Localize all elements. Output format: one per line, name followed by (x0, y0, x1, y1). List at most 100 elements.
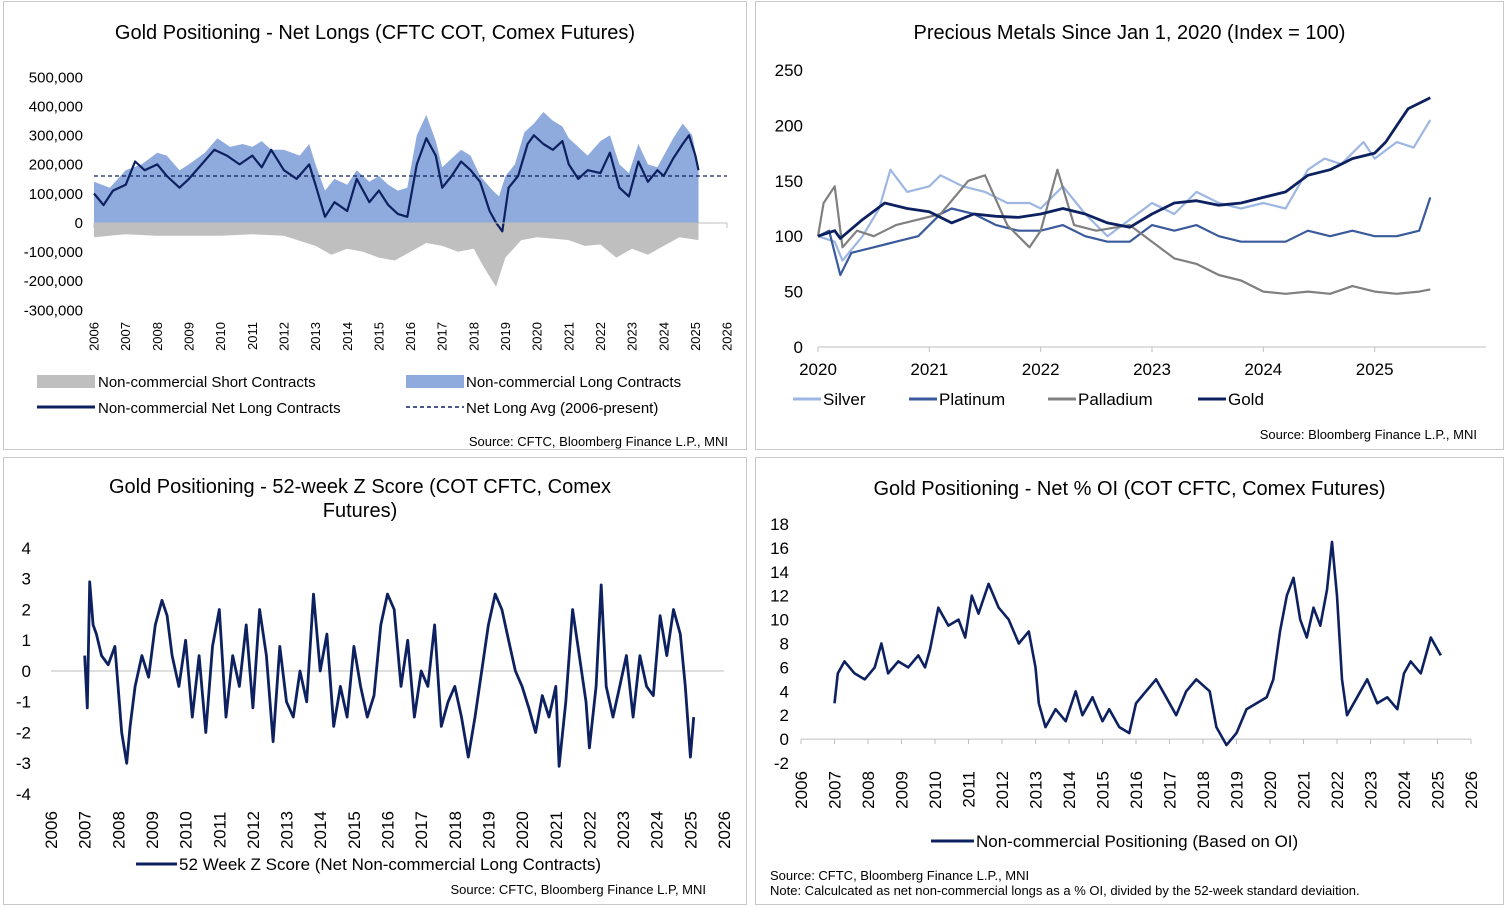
legend-label-platinum: Platinum (939, 390, 1005, 409)
panel-net-longs: Gold Positioning - Net Longs (CFTC COT, … (3, 1, 747, 450)
panel-zscore: Gold Positioning - 52-week Z Score (COT … (3, 457, 747, 905)
net-longs-ytick-label: 100,000 (29, 186, 83, 203)
precious-metals-ytick-label: 0 (794, 338, 803, 357)
zscore-chart: -4 -3 -2 -1 0 1 2 3 4 2006 2007 2008 2009 2010 2011 201… (16, 539, 734, 874)
net-pct-oi-xtick-label: 2010 (926, 771, 945, 809)
net-pct-oi-chart: 2006 2007 2008 2009 2010 2011 2012 2013 2014 2015… (770, 515, 1481, 851)
legend-label-avg: Net Long Avg (2006-present) (466, 400, 658, 417)
net-pct-oi-xtick-label: 2006 (792, 771, 811, 809)
zscore-xtick-label: 2023 (614, 811, 633, 849)
zscore-xtick-label: 2018 (446, 811, 465, 849)
zscore-xtick-label: 2006 (42, 811, 61, 849)
net-pct-oi-ytick-label: 12 (770, 587, 789, 606)
net-pct-oi-xtick-label: 2021 (1295, 771, 1314, 809)
zscore-xtick-label: 2024 (648, 811, 667, 849)
net-longs-xtick-label: 2006 (87, 322, 102, 351)
zscore-xtick-label: 2015 (345, 811, 364, 849)
net-longs-xtick-label: 2009 (182, 322, 197, 351)
precious-metals-ytick-label: 150 (775, 172, 803, 191)
short-contracts-area (94, 222, 699, 287)
zscore-xtick-label: 2025 (681, 811, 700, 849)
legend-swatch-long (406, 375, 464, 388)
net-longs-xtick-label: 2015 (371, 322, 386, 351)
net-pct-oi-source: Source: CFTC, Bloomberg Finance L.P., MN… (770, 868, 1030, 883)
zscore-xtick-label: 2012 (244, 811, 263, 849)
zscore-ytick-label: -1 (16, 693, 31, 712)
platinum-line (817, 197, 1432, 277)
legend-label-zscore: 52 Week Z Score (Net Non-commercial Long… (179, 855, 601, 874)
net-pct-oi-xtick-label: 2014 (1060, 771, 1079, 809)
net-pct-oi-ytick-label: 16 (770, 539, 789, 558)
net-pct-oi-xtick-label: 2024 (1395, 771, 1414, 809)
net-longs-chart: -300,000 -200,000 -100,000 0 100,000 200,000 3… (24, 69, 735, 417)
net-longs-xtick-label: 2014 (340, 322, 355, 351)
zscore-ytick-label: -2 (16, 723, 31, 742)
zscore-title-line-2: Futures) (322, 500, 398, 522)
net-longs-ytick-label: 0 (75, 215, 83, 232)
net-pct-oi-ytick-label: 14 (770, 563, 789, 582)
zscore-ytick-label: -3 (16, 754, 31, 773)
net-pct-oi-ytick-label: 6 (780, 658, 789, 677)
zscore-xtick-label: 2021 (547, 811, 566, 849)
precious-metals-chart: 0 50 100 150 200 250 2020 2021 2022 2023 2024 2025 S… (775, 61, 1486, 409)
zscore-xtick-label: 2022 (580, 811, 599, 849)
net-long-line (93, 134, 700, 233)
net-longs-xtick-label: 2026 (720, 322, 735, 351)
palladium-line (816, 168, 1431, 295)
zscore-xtick-label: 2013 (278, 811, 297, 849)
zscore-xtick-label: 2010 (177, 811, 196, 849)
net-pct-oi-xtick-label: 2023 (1362, 771, 1381, 809)
zscore-ytick-label: 0 (22, 662, 31, 681)
precious-metals-xtick-label: 2022 (1022, 360, 1060, 379)
net-longs-ytick-label: 500,000 (29, 69, 83, 86)
net-longs-xtick-label: 2017 (435, 322, 450, 351)
net-pct-oi-ytick-label: -2 (774, 754, 789, 773)
net-longs-ytick-label: -300,000 (24, 302, 83, 319)
zscore-xtick-label: 2014 (311, 811, 330, 849)
net-pct-oi-line (833, 540, 1442, 747)
net-longs-ytick-label: -200,000 (24, 273, 83, 290)
net-pct-oi-ytick-label: 18 (770, 515, 789, 534)
precious-metals-ytick-label: 100 (775, 227, 803, 246)
net-longs-title: Gold Positioning - Net Longs (CFTC COT, … (114, 22, 636, 44)
zscore-xtick-label: 2011 (210, 812, 229, 849)
net-pct-oi-xtick-label: 2009 (893, 771, 912, 809)
precious-metals-xtick-label: 2020 (799, 360, 837, 379)
zscore-ytick-label: 2 (22, 600, 31, 619)
net-longs-ytick-label: 300,000 (29, 128, 83, 145)
net-pct-oi-ytick-label: 4 (780, 682, 789, 701)
precious-metals-ytick-label: 250 (775, 61, 803, 80)
net-longs-xtick-label: 2016 (403, 322, 418, 351)
zscore-ytick-label: 1 (22, 631, 31, 650)
legend-label-net-pct-oi: Non-commercial Positioning (Based on OI) (976, 832, 1298, 851)
precious-metals-xtick-label: 2025 (1356, 360, 1394, 379)
zscore-xtick-label: 2009 (143, 811, 162, 849)
legend-swatch-short (37, 375, 95, 388)
net-pct-oi-ytick-label: 10 (770, 611, 789, 630)
net-longs-xtick-label: 2018 (466, 322, 481, 351)
net-longs-ytick-label: -100,000 (24, 244, 83, 261)
net-pct-oi-xtick-label: 2018 (1194, 771, 1213, 809)
net-pct-oi-xtick-label: 2011 (960, 771, 979, 808)
net-pct-oi-xtick-label: 2020 (1261, 771, 1280, 809)
gold-line (817, 96, 1431, 240)
net-longs-xtick-label: 2010 (213, 322, 228, 351)
net-longs-source: Source: CFTC, Bloomberg Finance L.P., MN… (468, 434, 728, 449)
zscore-line (83, 580, 696, 768)
net-pct-oi-xtick-label: 2007 (826, 771, 845, 809)
net-longs-ytick-label: 400,000 (29, 98, 83, 115)
panel-net-pct-oi: Gold Positioning - Net % OI (COT CFTC, C… (755, 457, 1504, 905)
zscore-xtick-label: 2007 (76, 811, 95, 849)
net-pct-oi-xtick-label: 2017 (1161, 771, 1180, 809)
net-pct-oi-ytick-label: 8 (780, 634, 789, 653)
net-longs-xtick-label: 2022 (593, 322, 608, 351)
legend-label-silver: Silver (823, 390, 866, 409)
precious-metals-xtick-label: 2023 (1133, 360, 1171, 379)
zscore-title-line-1: Gold Positioning - 52-week Z Score (COT … (108, 476, 611, 498)
zscore-source: Source: CFTC, Bloomberg Finance L.P, MNI (450, 882, 706, 897)
legend-label-palladium: Palladium (1078, 390, 1153, 409)
silver-line (817, 119, 1432, 262)
net-pct-oi-xtick-label: 2016 (1127, 771, 1146, 809)
long-contracts-area (94, 112, 699, 223)
zscore-ytick-label: -4 (16, 785, 31, 804)
